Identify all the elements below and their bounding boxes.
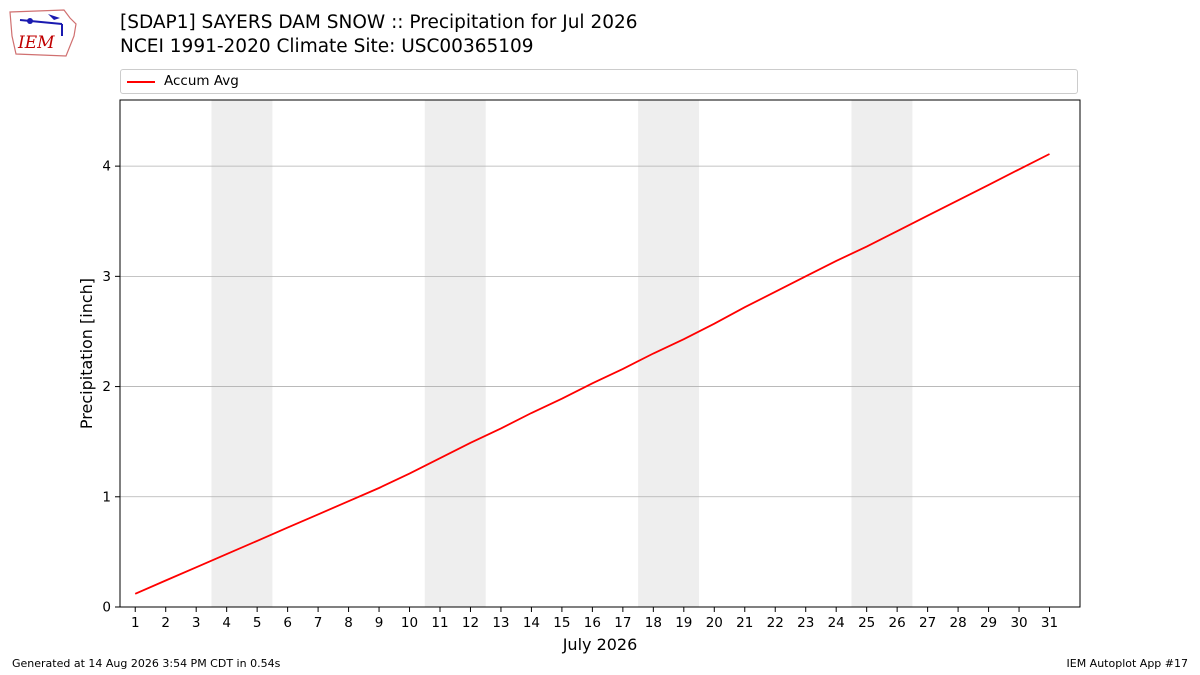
legend: Accum Avg: [120, 69, 1078, 94]
x-tick-label: 9: [375, 615, 384, 631]
weekend-band: [638, 100, 700, 607]
series-line-accum-avg: [134, 153, 1050, 595]
y-tick-label: 1: [102, 489, 111, 505]
x-tick-label: 14: [523, 615, 540, 631]
x-tick-label: 11: [431, 615, 448, 631]
weekend-band: [211, 100, 273, 607]
weather-vane-tail: [48, 14, 60, 20]
x-tick-label: 3: [192, 615, 201, 631]
x-tick-label: 18: [645, 615, 662, 631]
x-tick-label: 2: [161, 615, 170, 631]
weather-vane-shaft: [19, 19, 63, 25]
x-axis-label: July 2026: [562, 635, 638, 654]
x-tick-label: 24: [828, 615, 845, 631]
x-tick-label: 7: [314, 615, 323, 631]
legend-label-accum-avg: Accum Avg: [164, 73, 239, 89]
x-tick-label: 19: [675, 615, 692, 631]
x-tick-label: 10: [401, 615, 418, 631]
app-credit: IEM Autoplot App #17: [1066, 657, 1189, 670]
y-tick-label: 0: [102, 600, 111, 616]
x-tick-label: 26: [889, 615, 906, 631]
x-tick-label: 28: [950, 615, 967, 631]
x-tick-label: 29: [980, 615, 997, 631]
x-tick-label: 23: [797, 615, 814, 631]
x-tick-label: 16: [584, 615, 601, 631]
chart-title: [SDAP1] SAYERS DAM SNOW :: Precipitation…: [120, 12, 638, 33]
y-axis-label: Precipitation [inch]: [77, 278, 96, 429]
x-tick-label: 5: [253, 615, 262, 631]
x-tick-label: 1: [131, 615, 140, 631]
chart-subtitle: NCEI 1991-2020 Climate Site: USC00365109: [120, 36, 534, 57]
y-tick-label: 4: [102, 159, 111, 175]
x-tick-label: 22: [767, 615, 784, 631]
y-tick-label: 2: [102, 379, 111, 395]
x-tick-label: 17: [614, 615, 631, 631]
iowa-outline-shape: [9, 9, 77, 57]
x-tick-label: 25: [858, 615, 875, 631]
x-tick-label: 13: [492, 615, 509, 631]
legend-swatch-accum-avg: [127, 81, 155, 83]
x-tick-label: 6: [283, 615, 292, 631]
weekend-band: [851, 100, 913, 607]
x-tick-label: 21: [736, 615, 753, 631]
plot-frame: [119, 99, 1081, 608]
iem-logo: IEM: [9, 9, 77, 57]
x-tick-label: 31: [1041, 615, 1058, 631]
weekend-band: [424, 100, 486, 607]
x-tick-label: 20: [706, 615, 723, 631]
y-tick-label: 3: [102, 269, 111, 285]
weather-vane-hub: [27, 18, 33, 24]
generated-timestamp: Generated at 14 Aug 2026 3:54 PM CDT in …: [12, 657, 281, 670]
x-tick-label: 15: [553, 615, 570, 631]
iem-logo-text: IEM: [17, 33, 55, 53]
x-tick-label: 4: [222, 615, 231, 631]
x-tick-label: 8: [344, 615, 353, 631]
x-tick-label: 30: [1010, 615, 1027, 631]
x-tick-label: 12: [462, 615, 479, 631]
x-tick-label: 27: [919, 615, 936, 631]
